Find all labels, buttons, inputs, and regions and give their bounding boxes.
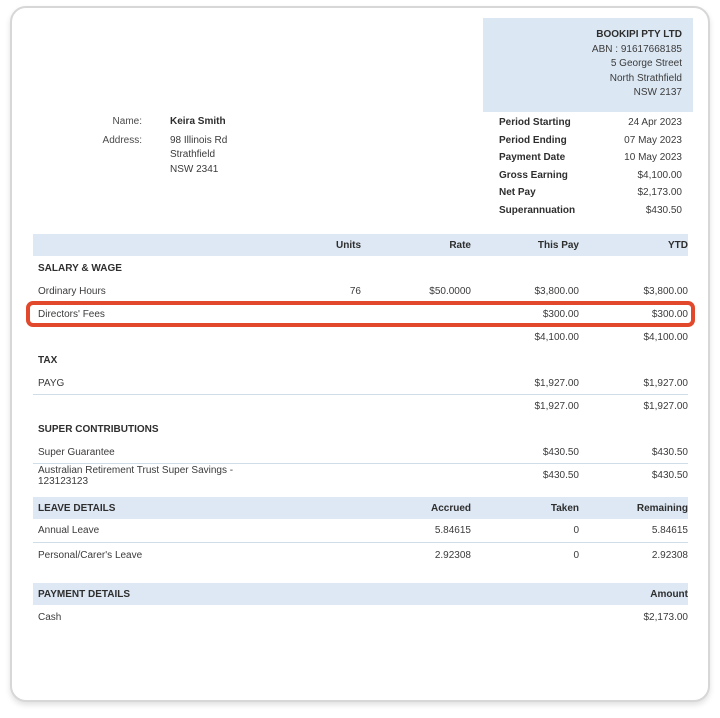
earnings-table: Units Rate This Pay YTD SALARY & WAGE Or… bbox=[26, 234, 695, 487]
leave-header-row: LEAVE DETAILS Accrued Taken Remaining bbox=[33, 497, 688, 519]
table-row-payg: PAYG $1,927.00 $1,927.00 bbox=[33, 372, 688, 395]
summary-value: $430.50 bbox=[645, 204, 682, 216]
summary-label: Gross Earning bbox=[499, 169, 568, 181]
table-row-super-fund: Australian Retirement Trust Super Saving… bbox=[33, 464, 688, 487]
header-remaining: Remaining bbox=[636, 502, 688, 514]
row-units: 76 bbox=[349, 285, 361, 297]
section-title-salary-wage: SALARY & WAGE bbox=[38, 262, 122, 274]
summary-row-net-pay: Net Pay $2,173.00 bbox=[499, 184, 682, 202]
row-ytd: $430.50 bbox=[651, 470, 688, 481]
employee-name: Keira Smith bbox=[170, 116, 226, 127]
payment-title: PAYMENT DETAILS bbox=[38, 588, 131, 600]
header-taken: Taken bbox=[550, 502, 579, 514]
summary-row-period-starting: Period Starting 24 Apr 2023 bbox=[499, 114, 682, 132]
employee-address-line3: NSW 2341 bbox=[170, 163, 219, 175]
header-this-pay: This Pay bbox=[537, 239, 579, 251]
row-label: Directors' Fees bbox=[38, 308, 105, 320]
row-ytd: $3,800.00 bbox=[643, 285, 689, 297]
tax-total-row: $1,927.00 $1,927.00 bbox=[33, 395, 689, 417]
company-abn: ABN : 91617668185 bbox=[591, 43, 682, 55]
company-info-box: BOOKIPI PTY LTD ABN : 91617668185 5 Geor… bbox=[483, 18, 693, 112]
summary-value: $4,100.00 bbox=[637, 169, 683, 181]
row-this-pay: $300.00 bbox=[542, 308, 579, 320]
total-ytd: $4,100.00 bbox=[643, 331, 689, 343]
header-rate: Rate bbox=[449, 239, 471, 251]
highlighted-row-wrapper: Directors' Fees $300.00 $300.00 bbox=[26, 301, 695, 327]
employee-address-line2: Strathfield bbox=[170, 149, 216, 160]
section-title-super-contributions: SUPER CONTRIBUTIONS bbox=[38, 423, 159, 435]
header-units: Units bbox=[336, 239, 361, 251]
row-this-pay: $1,927.00 bbox=[534, 377, 580, 389]
row-taken: 0 bbox=[573, 549, 579, 561]
summary-row-period-ending: Period Ending 07 May 2023 bbox=[499, 132, 682, 150]
summary-value: $2,173.00 bbox=[637, 187, 683, 198]
payment-details-table: PAYMENT DETAILS Amount Cash $2,173.00 bbox=[33, 583, 688, 630]
summary-label: Superannuation bbox=[499, 204, 576, 216]
row-this-pay: $430.50 bbox=[542, 446, 579, 458]
summary-label: Net Pay bbox=[499, 187, 536, 198]
row-label: Personal/Carer's Leave bbox=[38, 549, 143, 561]
row-remaining: 5.84615 bbox=[651, 525, 688, 536]
table-row-personal-carers-leave: Personal/Carer's Leave 2.92308 0 2.92308 bbox=[33, 543, 688, 567]
summary-label: Period Starting bbox=[499, 117, 571, 128]
employee-address-line1: 98 Illinois Rd bbox=[170, 134, 228, 146]
total-this-pay: $1,927.00 bbox=[534, 400, 580, 412]
leave-title: LEAVE DETAILS bbox=[38, 502, 116, 514]
table-row-annual-leave: Annual Leave 5.84615 0 5.84615 bbox=[33, 519, 688, 543]
salary-total-row: $4,100.00 $4,100.00 bbox=[33, 326, 689, 348]
table-row-directors-fees: Directors' Fees $300.00 $300.00 bbox=[33, 303, 688, 326]
row-label: Super Guarantee bbox=[38, 446, 115, 458]
summary-label: Payment Date bbox=[499, 152, 566, 163]
table-row-cash: Cash $2,173.00 bbox=[33, 605, 688, 630]
row-ytd: $1,927.00 bbox=[643, 377, 689, 389]
header-ytd: YTD bbox=[668, 239, 688, 251]
summary-value: 07 May 2023 bbox=[624, 134, 682, 146]
company-name: BOOKIPI PTY LTD bbox=[596, 29, 682, 40]
row-remaining: 2.92308 bbox=[651, 549, 688, 561]
row-ytd: $300.00 bbox=[651, 308, 688, 320]
employee-name-label: Name: bbox=[112, 116, 142, 127]
employee-address-label: Address: bbox=[102, 134, 142, 146]
earnings-header-row: Units Rate This Pay YTD bbox=[33, 234, 688, 256]
row-ytd: $430.50 bbox=[651, 446, 688, 458]
row-this-pay: $430.50 bbox=[542, 470, 579, 481]
summary-row-superannuation: Superannuation $430.50 bbox=[499, 202, 682, 220]
payslip-card: BOOKIPI PTY LTD ABN : 91617668185 5 Geor… bbox=[10, 6, 710, 702]
table-row-super-guarantee: Super Guarantee $430.50 $430.50 bbox=[33, 441, 688, 464]
summary-value: 24 Apr 2023 bbox=[628, 117, 682, 128]
table-row-ordinary-hours: Ordinary Hours 76 $50.0000 $3,800.00 $3,… bbox=[33, 280, 688, 303]
row-this-pay: $3,800.00 bbox=[534, 285, 580, 297]
total-this-pay: $4,100.00 bbox=[534, 331, 580, 343]
header-amount: Amount bbox=[650, 588, 688, 600]
company-address-line3: NSW 2137 bbox=[633, 87, 682, 98]
row-amount: $2,173.00 bbox=[643, 612, 689, 623]
row-accrued: 5.84615 bbox=[434, 525, 471, 536]
row-taken: 0 bbox=[573, 525, 579, 536]
row-accrued: 2.92308 bbox=[434, 549, 471, 561]
employee-address: 98 Illinois Rd Strathfield NSW 2341 bbox=[170, 134, 227, 178]
employee-info: Name: Keira Smith Address: 98 Illinois R… bbox=[82, 115, 228, 178]
summary-label: Period Ending bbox=[499, 134, 567, 146]
row-rate: $50.0000 bbox=[429, 285, 471, 297]
summary-row-gross-earning: Gross Earning $4,100.00 bbox=[499, 167, 682, 185]
leave-details-table: LEAVE DETAILS Accrued Taken Remaining An… bbox=[33, 497, 688, 567]
company-address-line2: North Strathfield bbox=[609, 72, 682, 84]
total-ytd: $1,927.00 bbox=[643, 400, 689, 412]
summary-row-payment-date: Payment Date 10 May 2023 bbox=[499, 149, 682, 167]
payment-header-row: PAYMENT DETAILS Amount bbox=[33, 583, 688, 605]
company-address-line1: 5 George Street bbox=[610, 58, 682, 69]
row-label: Cash bbox=[38, 612, 62, 623]
header-accrued: Accrued bbox=[430, 502, 471, 514]
row-label: PAYG bbox=[38, 377, 65, 389]
summary-value: 10 May 2023 bbox=[624, 152, 682, 163]
row-label: Ordinary Hours bbox=[38, 285, 106, 297]
row-label: Annual Leave bbox=[38, 525, 100, 536]
row-label: Australian Retirement Trust Super Saving… bbox=[38, 464, 234, 487]
pay-summary: Period Starting 24 Apr 2023 Period Endin… bbox=[499, 114, 682, 219]
section-title-tax: TAX bbox=[38, 354, 58, 366]
